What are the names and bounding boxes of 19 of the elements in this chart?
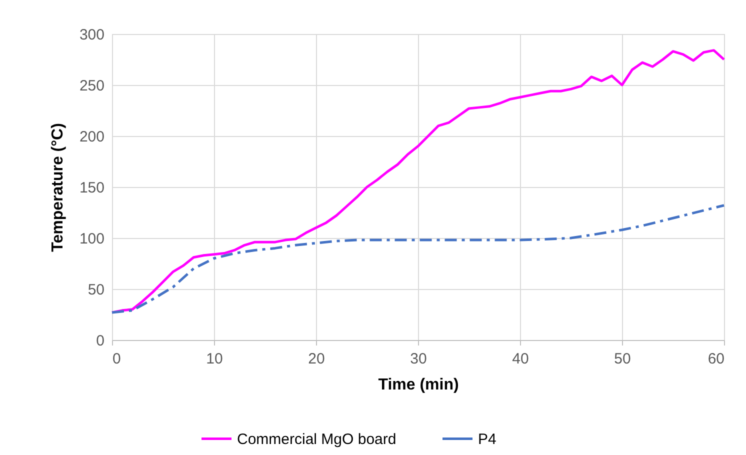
legend-label: P4: [478, 430, 496, 448]
x-tick-label: 20: [308, 350, 325, 368]
y-tick-label: 250: [79, 78, 104, 94]
y-tick-label: 300: [79, 26, 104, 44]
y-tick-label: 100: [79, 230, 104, 248]
x-tick-label: 60: [708, 350, 724, 368]
x-tick-label: 40: [512, 350, 529, 368]
x-tick-label: 10: [206, 350, 223, 368]
x-tick-label: 50: [614, 350, 631, 368]
x-axis-title: Time (min): [378, 376, 459, 394]
line-series: [110, 204, 726, 314]
x-tick-label: 30: [410, 350, 427, 368]
legend-label: Commercial MgO board: [237, 430, 396, 448]
y-tick-label: 0: [96, 332, 104, 350]
x-tick-label: 0: [112, 350, 121, 368]
y-tick-label: 150: [79, 180, 104, 196]
y-axis-title: Temperature (°C): [49, 123, 66, 252]
y-tick-label: 200: [79, 128, 104, 146]
y-tick-label: 50: [88, 282, 104, 298]
